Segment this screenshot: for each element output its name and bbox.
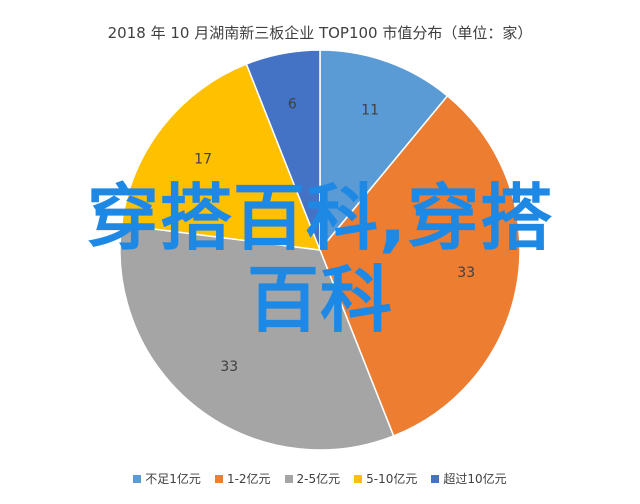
slice-data-label-4: 17 [194,151,212,167]
pie-slice-3 [119,224,395,451]
legend-item-2: 1-2亿元 [214,470,271,487]
pie-slice-5 [245,49,321,251]
legend-swatch-3 [284,474,293,483]
chart-title: 2018 年 10 月湖南新三板企业 TOP100 市值分布（单位：家） [107,24,533,42]
legend-swatch-2 [214,474,223,483]
legend-swatch-5 [431,474,440,483]
legend-item-1: 不足1亿元 [133,470,201,487]
legend-label-4: 5-10亿元 [366,472,418,486]
pie-slice-4 [120,63,322,251]
legend-item-5: 超过10亿元 [431,470,507,487]
slice-data-label-3: 33 [220,359,238,375]
slice-data-label-5: 6 [288,97,297,113]
legend-item-3: 2-5亿元 [284,470,341,487]
chart-legend: 不足1亿元 1-2亿元 2-5亿元 5-10亿元 超过10亿元 [0,470,640,487]
legend-label-5: 超过10亿元 [443,472,507,486]
slice-data-label-1: 11 [361,103,379,119]
legend-label-3: 2-5亿元 [296,472,341,486]
pie-slice-1 [319,49,449,253]
slice-data-label-2: 33 [457,265,475,281]
legend-swatch-1 [133,474,142,483]
legend-item-4: 5-10亿元 [354,470,417,487]
pie-slice-2 [319,94,521,437]
legend-label-2: 1-2亿元 [226,472,271,486]
legend-swatch-4 [354,474,363,483]
legend-label-1: 不足1亿元 [145,472,201,486]
